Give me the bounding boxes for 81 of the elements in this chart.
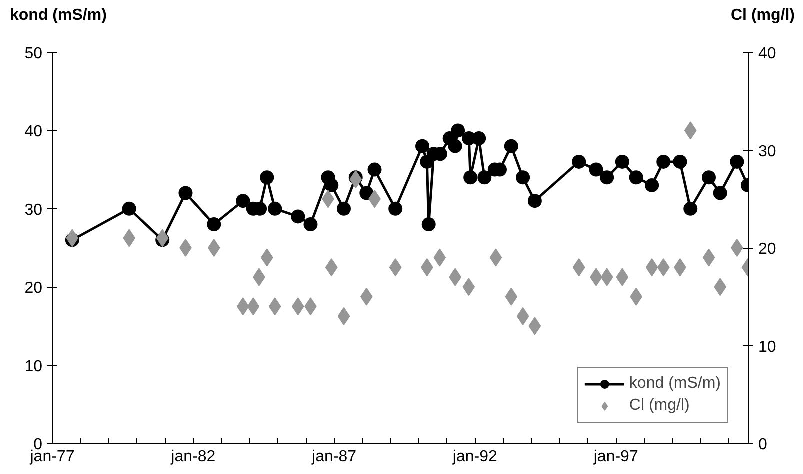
point [268, 298, 282, 316]
legend-label: Cl (mg/l) [629, 397, 690, 415]
point [291, 210, 306, 224]
point [464, 170, 478, 185]
point [434, 248, 446, 267]
point [420, 258, 434, 277]
point [451, 124, 466, 138]
point [156, 229, 169, 248]
point [645, 178, 660, 192]
point [600, 268, 614, 286]
point [629, 170, 644, 185]
point [236, 298, 250, 316]
y-tick-label: 10 [24, 358, 43, 376]
point [656, 154, 671, 169]
point [247, 298, 260, 316]
point [207, 218, 222, 232]
point [336, 202, 351, 216]
point [713, 186, 728, 200]
point [702, 248, 716, 267]
point [516, 170, 530, 185]
point [368, 162, 382, 177]
point [178, 186, 193, 200]
y-tick-label: 30 [24, 202, 43, 219]
point [260, 170, 274, 185]
y2-tick-label: 20 [758, 241, 776, 258]
point [504, 139, 518, 154]
point [338, 307, 350, 326]
point [268, 202, 282, 216]
y2-tick-label: 40 [758, 46, 776, 62]
point [208, 239, 220, 257]
y2-tick-label: 10 [758, 338, 776, 356]
point [528, 317, 542, 336]
point [122, 202, 136, 216]
point [292, 298, 304, 316]
point [646, 258, 658, 277]
point [236, 194, 250, 208]
point [516, 307, 530, 326]
point [589, 162, 604, 177]
point [600, 170, 614, 185]
point [673, 154, 688, 169]
point [448, 139, 462, 154]
x-tick-label: jan-97 [592, 448, 638, 466]
point [657, 258, 670, 277]
point [572, 154, 586, 169]
point [702, 170, 716, 185]
y-tick-label: 20 [24, 280, 43, 298]
x-tick-label: jan-92 [452, 448, 498, 466]
legend-label: kond (mS/m) [629, 375, 721, 393]
point [615, 154, 630, 169]
point [616, 268, 629, 286]
y-axis-title: kond (mS/m) [10, 6, 107, 26]
point [324, 178, 339, 192]
x-tick-label: jan-87 [311, 448, 357, 466]
y2-tick-label: 30 [758, 143, 776, 160]
x-tick-label: jan-82 [170, 448, 216, 466]
y2-axis-title: Cl (mg/l) [731, 6, 795, 26]
point [472, 132, 486, 146]
point [462, 278, 476, 296]
point [505, 288, 518, 306]
point [730, 239, 744, 257]
point [350, 170, 362, 189]
point [684, 202, 698, 216]
point [528, 194, 542, 208]
point [304, 218, 318, 232]
point [478, 170, 492, 185]
y-tick-label: 40 [24, 124, 43, 141]
point [422, 218, 436, 232]
point [123, 229, 136, 248]
y2-tick-label: 0 [758, 436, 768, 454]
y-tick-label: 50 [24, 46, 43, 62]
point [389, 258, 402, 277]
point [714, 278, 727, 296]
point [388, 202, 403, 216]
point [730, 154, 744, 169]
point [66, 229, 79, 248]
point [490, 248, 502, 267]
point [572, 258, 586, 277]
point [260, 248, 274, 267]
point [416, 139, 430, 154]
point [684, 122, 697, 140]
point [325, 258, 338, 277]
